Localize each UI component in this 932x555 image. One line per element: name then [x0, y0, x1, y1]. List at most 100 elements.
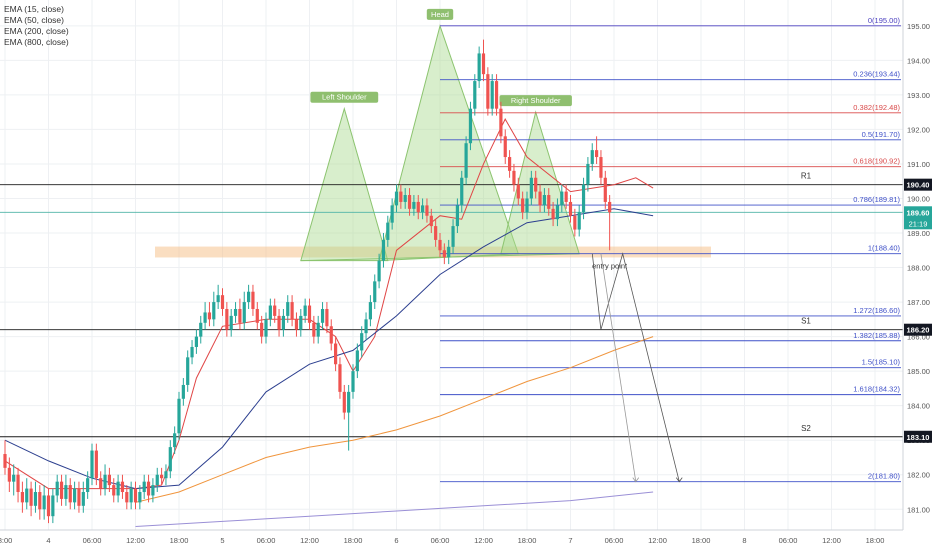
- candle-body: [525, 198, 529, 213]
- candle: [386, 215, 390, 247]
- candle-body: [42, 495, 46, 510]
- candle: [81, 481, 85, 513]
- candle-body: [351, 371, 355, 392]
- fib-label-1.272: 1.272(186.60): [853, 306, 900, 315]
- candle-body: [3, 454, 7, 468]
- candle-body: [486, 74, 490, 109]
- candle: [133, 481, 138, 510]
- candle: [16, 467, 20, 503]
- candle: [608, 195, 612, 251]
- candle: [342, 384, 346, 420]
- candle-body: [455, 205, 459, 227]
- x-tick-label: 06:00: [779, 536, 798, 545]
- candle: [555, 198, 560, 227]
- price-tag-bg: [904, 178, 932, 191]
- candle: [260, 315, 264, 344]
- candle-body: [120, 481, 125, 493]
- candle-body: [7, 467, 11, 482]
- candle: [599, 150, 603, 185]
- legend-ema50[interactable]: EMA (50, close): [4, 15, 64, 25]
- candle: [55, 474, 59, 503]
- candle-body: [116, 481, 120, 496]
- legend-ema800[interactable]: EMA (800, close): [4, 37, 69, 47]
- candle: [155, 467, 159, 493]
- candle: [412, 195, 416, 216]
- candle: [247, 284, 251, 309]
- candle: [281, 308, 285, 337]
- countdown-tag: 21:19: [909, 219, 928, 228]
- candle: [177, 391, 181, 441]
- candle: [90, 443, 94, 486]
- candle: [94, 443, 98, 486]
- candle-body: [203, 312, 207, 323]
- legend-ema200[interactable]: EMA (200, close): [4, 26, 69, 36]
- pattern-label: Head: [431, 10, 449, 19]
- candle-body: [181, 384, 185, 399]
- candle-body: [386, 222, 390, 240]
- candle: [42, 485, 46, 520]
- projection-arrowhead: [632, 477, 640, 483]
- legend-ema15[interactable]: EMA (15, close): [4, 4, 64, 14]
- candle: [464, 136, 468, 185]
- y-tick-label: 195.00: [907, 22, 930, 31]
- candle-body: [347, 391, 351, 413]
- candle: [373, 274, 377, 309]
- candle-body: [294, 319, 299, 330]
- candle: [142, 474, 146, 499]
- candle: [516, 177, 520, 206]
- candle: [334, 336, 338, 372]
- candle-body: [568, 201, 573, 216]
- candle-body: [595, 150, 599, 158]
- candle-body: [494, 81, 499, 109]
- candle-body: [394, 191, 399, 206]
- candle: [503, 129, 507, 164]
- candle: [7, 457, 11, 493]
- candle-body: [573, 215, 577, 230]
- candle-body: [33, 492, 38, 506]
- candle-body: [186, 357, 190, 385]
- pattern-label: Right Shoulder: [511, 96, 561, 105]
- x-tick-label: 18:00: [344, 536, 363, 545]
- y-tick-label: 189.00: [907, 229, 930, 238]
- candle: [595, 136, 599, 164]
- candle-body: [220, 295, 225, 309]
- candle: [146, 474, 151, 503]
- level-label-S1: S1: [801, 317, 811, 326]
- candle: [25, 478, 29, 510]
- projection-path-1: [600, 253, 637, 482]
- candle-body: [81, 492, 85, 506]
- candle: [468, 101, 473, 151]
- y-tick-label: 187.00: [907, 298, 930, 307]
- candle-body: [334, 343, 338, 365]
- level-label-R1: R1: [801, 172, 812, 181]
- y-tick-label: 186.00: [907, 333, 930, 342]
- candle-body: [99, 478, 103, 489]
- candle-body: [64, 485, 68, 499]
- candle-body: [207, 312, 212, 320]
- candle: [377, 253, 381, 289]
- projection-path-0: [591, 252, 680, 482]
- candle: [303, 298, 307, 323]
- fib-label-1.5: 1.5(185.10): [862, 358, 901, 367]
- candle: [442, 243, 446, 265]
- candle: [212, 291, 216, 327]
- candle-body: [168, 447, 172, 472]
- candle: [273, 298, 277, 323]
- candle: [12, 464, 16, 496]
- fib-label-0: 0(195.00): [868, 16, 901, 25]
- y-tick-label: 188.00: [907, 264, 930, 273]
- candle: [116, 474, 120, 503]
- candle-body: [581, 184, 586, 213]
- candle: [20, 481, 24, 513]
- candle-body: [460, 177, 464, 206]
- y-axis-bg: [903, 0, 932, 550]
- fib-label-0.5: 0.5(191.70): [862, 130, 901, 139]
- x-tick-label: 06:00: [431, 536, 450, 545]
- candle: [64, 474, 68, 506]
- fib-label-0.786: 0.786(189.81): [853, 195, 900, 204]
- candle-body: [160, 474, 164, 479]
- candle: [360, 326, 364, 358]
- candle-body: [20, 492, 24, 503]
- x-tick-label: 12:00: [300, 536, 319, 545]
